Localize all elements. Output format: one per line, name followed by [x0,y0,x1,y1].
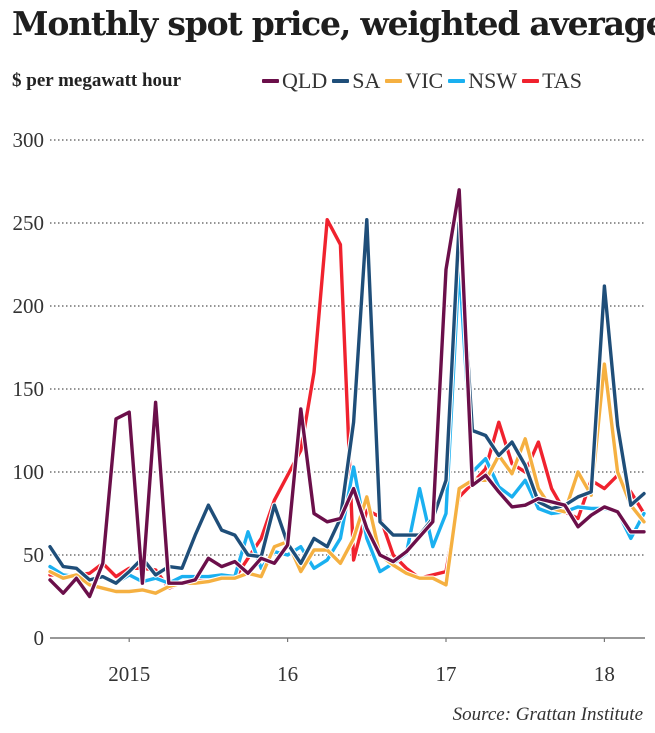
legend: QLD SA VIC NSW TAS [262,68,587,94]
chart-title: Monthly spot price, weighted average [12,4,655,43]
x-tick-label: 16 [277,662,298,686]
x-tick-label: 2015 [108,662,150,686]
series-line-sa [48,217,646,585]
y-tick-label: 300 [13,128,45,152]
legend-label: SA [352,68,381,93]
legend-label: TAS [542,68,582,93]
legend-swatch [332,79,350,83]
legend-item-tas: TAS [522,68,582,94]
legend-label: QLD [282,68,328,93]
legend-label: NSW [468,68,518,93]
y-tick-label: 200 [13,294,45,318]
legend-swatch [448,79,466,83]
y-tick-label: 50 [23,543,44,567]
legend-label: VIC [405,68,444,93]
series-lines [47,187,647,600]
x-axis: 2015 16 17 18 [50,637,645,686]
series-line-qld [48,188,646,599]
legend-swatch [522,79,540,83]
y-axis-label: $ per megawatt hour [12,70,182,91]
legend-item-nsw: NSW [448,68,517,94]
legend-item-sa: SA [332,68,380,94]
y-tick-label: 150 [13,377,45,401]
legend-item-vic: VIC [385,68,443,94]
y-tick-label: 0 [34,626,45,650]
legend-item-qld: QLD [262,68,327,94]
legend-swatch [262,79,279,83]
x-tick-label: 18 [594,662,615,686]
source-note: Source: Grattan Institute [452,704,643,725]
y-tick-label: 250 [13,211,45,235]
legend-swatch [385,79,403,83]
x-tick-label: 17 [436,662,457,686]
y-tick-label: 100 [13,460,45,484]
y-tick-labels: 0 50 100 150 200 250 300 [13,128,45,650]
